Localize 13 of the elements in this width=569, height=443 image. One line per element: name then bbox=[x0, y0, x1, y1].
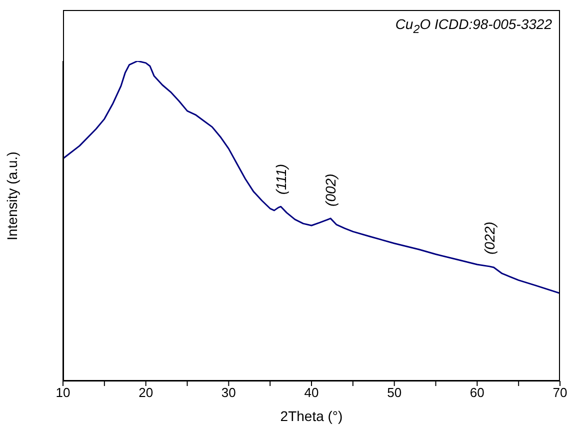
text: Cu$_{2}$O ICDD:98-005-3322 bbox=[395, 16, 552, 36]
annotation: (111) bbox=[272, 164, 289, 195]
x-tick-label: 50 bbox=[387, 385, 402, 400]
x-tick-label: 30 bbox=[221, 385, 236, 400]
x-tick-label: 10 bbox=[56, 385, 70, 400]
y-axis-title: Intensity (a.u.) bbox=[4, 152, 20, 240]
x-tick-label: 60 bbox=[470, 385, 484, 400]
x-axis-title: 2Theta (°) bbox=[280, 408, 343, 424]
x-tick-label: 40 bbox=[304, 385, 319, 400]
x-tick-label: 70 bbox=[552, 385, 568, 400]
x-tick-label: 20 bbox=[138, 385, 154, 400]
annotation: (022) bbox=[482, 222, 498, 254]
annotation: (002) bbox=[322, 174, 339, 206]
